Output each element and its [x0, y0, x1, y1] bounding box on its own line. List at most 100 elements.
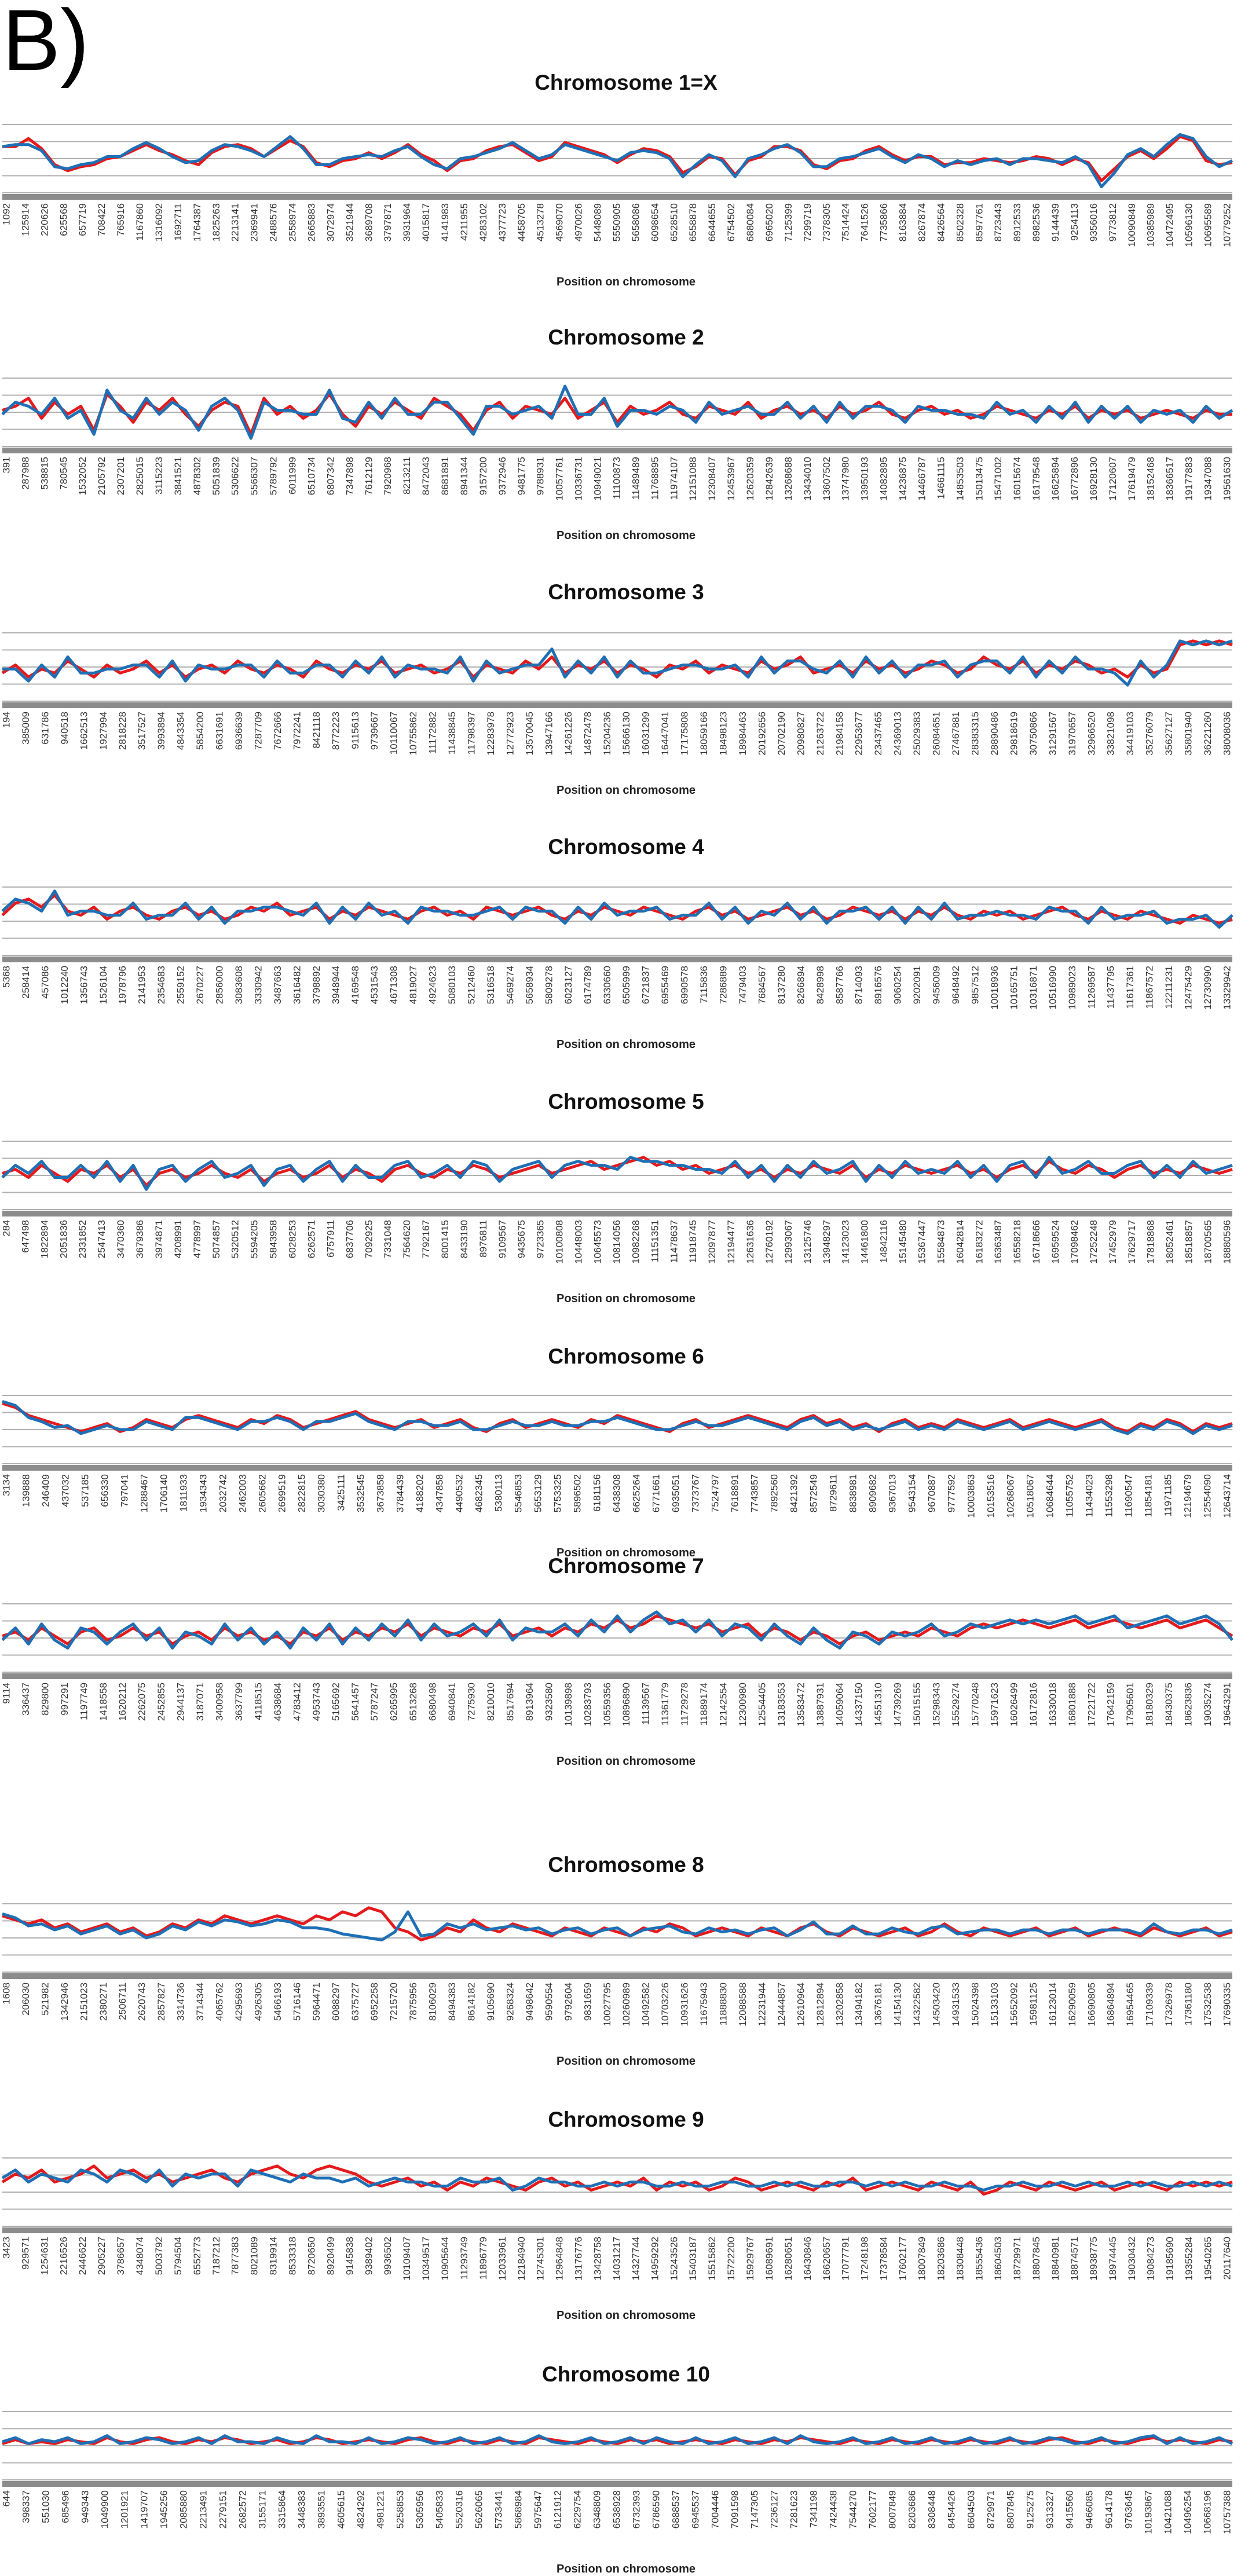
x-tick-label: 15298343 [931, 1683, 942, 1727]
chart-title: Chromosome 3 [548, 580, 704, 604]
x-tick-label: 17248198 [859, 2237, 870, 2281]
x-tick-label: 11434023 [1083, 1474, 1094, 1517]
x-tick-label: 13125746 [802, 1220, 813, 1264]
x-tick-label: 10596130 [1184, 203, 1195, 247]
x-tick-label: 5405833 [434, 2490, 445, 2529]
x-tick-label: 6786590 [650, 2490, 661, 2529]
x-tick-label: 9367013 [887, 1474, 898, 1512]
x-axis-bar [2, 194, 1232, 200]
x-tick-label: 7641526 [859, 203, 870, 241]
x-tick-label: 14337150 [854, 1683, 865, 1727]
x-tick-label: 4843354 [175, 712, 186, 750]
x-tick-label: 10684644 [1044, 1474, 1055, 1518]
x-tick-label: 8106029 [427, 1983, 438, 2021]
x-tick-label: 949343 [79, 2490, 90, 2523]
x-tick-label: 18623836 [1183, 1683, 1194, 1727]
x-tick-label: 7091598 [729, 2490, 740, 2529]
x-tick-label: 7602177 [867, 2490, 878, 2529]
x-tick-label: 4531543 [369, 966, 380, 1004]
x-tick-label: 5653129 [532, 1474, 543, 1512]
x-tick-label: 11768895 [649, 457, 660, 500]
x-tick-label: 6088297 [330, 1983, 341, 2021]
chart-title: Chromosome 10 [542, 2362, 710, 2386]
x-tick-label: 2262075 [137, 1683, 148, 1721]
x-tick-label: 3714344 [195, 1983, 206, 2021]
x-tick-label: 8517694 [504, 1683, 515, 1721]
x-tick-label: 3616482 [291, 966, 302, 1004]
x-tick-label: 8137280 [776, 966, 787, 1004]
x-tick-label: 18052461 [1165, 1220, 1176, 1264]
x-tick-label: 2105792 [96, 457, 107, 495]
x-tick-label: 5520316 [453, 2490, 464, 2529]
x-tick-label: 1197749 [78, 1683, 89, 1720]
x-tick-label: 2905227 [96, 2237, 107, 2275]
x-tick-label: 3115223 [153, 457, 164, 494]
x-tick-label: 8502328 [954, 203, 965, 241]
x-tick-label: 2369941 [249, 203, 260, 241]
x-tick-label: 5469274 [504, 966, 515, 1004]
series-blue-line [2, 1400, 1233, 1435]
x-tick-label: 3315864 [276, 2490, 287, 2529]
x-tick-label: 5658086 [630, 203, 641, 241]
x-tick-label: 16179548 [1031, 457, 1042, 501]
x-tick-label: 14959292 [649, 2237, 660, 2281]
x-tick-label: 16015674 [1012, 457, 1023, 501]
x-tick-label: 29818619 [1008, 712, 1019, 756]
x-tick-label: 14551310 [873, 1683, 884, 1727]
x-tick-label: 940518 [59, 712, 70, 745]
x-tick-label: 7544270 [847, 2490, 858, 2529]
x-tick-label: 14931533 [950, 1983, 961, 2027]
x-tick-label: 18308448 [954, 2237, 965, 2281]
x-tick-label: 16183272 [973, 1220, 984, 1264]
chart-3: Chromosome 3 194 385009 631786 940518 1662513… [1, 580, 1233, 797]
x-tick-label: 10349517 [420, 2237, 431, 2281]
x-axis-bar [2, 2481, 1232, 2487]
x-tick-label: 10755862 [408, 712, 419, 756]
x-tick-label: 2354683 [156, 966, 167, 1004]
x-tick-label: 4490532 [453, 1474, 464, 1512]
x-tick-label: 18604503 [993, 2237, 1004, 2281]
x-tick-label: 10057761 [554, 457, 565, 501]
x-tick-label: 32966520 [1086, 712, 1097, 756]
x-tick-label: 2857827 [156, 1983, 167, 2021]
x-tick-label: 8916576 [873, 966, 884, 1004]
x-tick-label: 6505999 [621, 966, 632, 1004]
x-tick-label: 4682345 [473, 1474, 484, 1512]
x-tick-label: 16772896 [1069, 457, 1080, 501]
x-tick-label: 5051839 [211, 457, 222, 495]
x-tick-label: 16290059 [1067, 1983, 1078, 2027]
x-tick-label: 3893551 [316, 2490, 327, 2529]
x-tick-label: 16042814 [954, 1220, 965, 1264]
x-tick-label: 5789792 [268, 457, 279, 495]
x-tick-label: 2559152 [175, 966, 186, 1004]
x-axis-bar [2, 1673, 1232, 1679]
x-tick-label: 18840981 [1050, 2237, 1061, 2281]
x-tick-label: 14261226 [563, 712, 574, 756]
x-tick-label: 15584873 [935, 1220, 946, 1264]
x-tick-label: 9498642 [524, 1983, 535, 2021]
x-tick-label: 19035274 [1202, 1683, 1213, 1727]
panel-label: B) [2, 0, 89, 89]
x-tick-label: 538815 [39, 457, 50, 490]
x-tick-label: 2380271 [98, 1983, 109, 2021]
x-tick-label: 11867572 [1144, 966, 1155, 1009]
x-tick-label: 24369013 [892, 712, 903, 756]
x-tick-label: 929571 [20, 2237, 31, 2270]
x-tick-label: 16690805 [1086, 1983, 1097, 2027]
x-tick-label: 20702190 [776, 712, 787, 756]
x-tick-label: 28383315 [970, 712, 981, 756]
x-tick-label: 14461800 [859, 1220, 870, 1264]
x-tick-label: 10421088 [1162, 2490, 1173, 2534]
x-tick-label: 5003792 [153, 2237, 164, 2275]
x-tick-label: 19347088 [1203, 457, 1214, 501]
x-tick-label: 20192656 [756, 712, 767, 756]
x-tick-label: 6880084 [745, 203, 756, 241]
x-tick-label: 3134 [1, 1474, 12, 1496]
x-tick-label: 7877383 [230, 2237, 241, 2275]
x-tick-label: 14031217 [611, 2237, 622, 2281]
x-tick-label: 15770248 [970, 1683, 981, 1727]
x-tick-label: 287988 [20, 457, 31, 490]
x-tick-label: 13202858 [834, 1983, 845, 2027]
x-tick-label: 1526104 [98, 966, 109, 1004]
